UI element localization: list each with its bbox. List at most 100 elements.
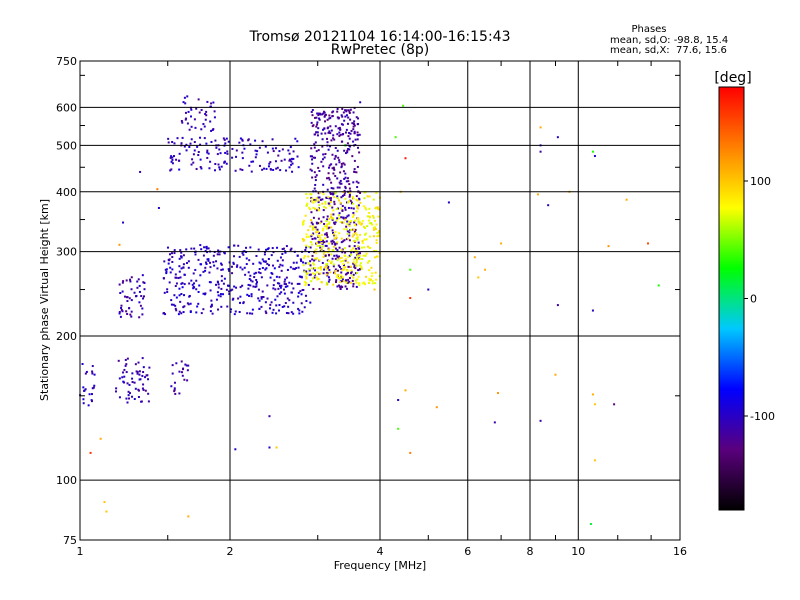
data-point: [183, 273, 186, 276]
data-point: [338, 255, 341, 258]
data-point: [345, 128, 348, 131]
data-point: [311, 176, 314, 179]
data-point: [218, 148, 221, 151]
data-point: [355, 233, 358, 236]
scattered-point: [593, 155, 596, 158]
data-point: [143, 288, 146, 291]
data-point: [219, 295, 222, 298]
data-point: [320, 281, 323, 284]
data-point: [142, 383, 145, 386]
data-point: [367, 245, 370, 248]
data-point: [315, 116, 318, 119]
data-point: [353, 245, 356, 248]
data-point: [360, 268, 363, 271]
data-point: [334, 247, 337, 250]
data-point: [314, 257, 317, 260]
data-point: [249, 274, 252, 277]
data-point: [209, 310, 212, 313]
data-point: [183, 96, 186, 99]
data-point: [271, 138, 274, 141]
data-point: [195, 167, 198, 170]
data-point: [313, 146, 316, 149]
data-point: [213, 110, 216, 113]
data-point: [182, 311, 185, 314]
x-tick-label: 10: [571, 545, 585, 558]
data-point: [183, 305, 186, 308]
data-point: [148, 366, 151, 369]
data-point: [133, 398, 136, 401]
data-point: [305, 233, 308, 236]
data-point: [354, 267, 357, 270]
data-point: [191, 283, 194, 286]
data-point: [209, 266, 212, 269]
data-point: [269, 161, 272, 164]
data-point: [273, 267, 276, 270]
data-point: [173, 294, 176, 297]
data-point: [340, 256, 343, 259]
data-point: [210, 299, 213, 302]
data-point: [196, 305, 199, 308]
data-point: [170, 385, 173, 388]
data-point: [141, 307, 144, 310]
data-point: [341, 280, 344, 283]
data-point: [305, 275, 308, 278]
data-point: [171, 256, 174, 259]
data-point: [341, 133, 344, 136]
scattered-point: [409, 268, 412, 271]
data-point: [326, 218, 329, 221]
data-point: [278, 150, 281, 153]
data-point: [325, 265, 328, 268]
data-point: [280, 291, 283, 294]
data-point: [323, 241, 326, 244]
data-point: [317, 199, 320, 202]
data-point: [197, 98, 200, 101]
data-point: [140, 295, 143, 298]
data-point: [193, 286, 196, 289]
data-point: [204, 266, 207, 269]
data-point: [315, 252, 318, 255]
data-point: [302, 261, 305, 264]
data-point: [304, 294, 307, 297]
data-point: [319, 198, 322, 201]
data-point: [202, 254, 205, 257]
data-point: [254, 271, 257, 274]
data-point: [230, 308, 233, 311]
data-point: [203, 246, 206, 249]
data-point: [277, 287, 280, 290]
data-point: [361, 240, 364, 243]
data-point: [250, 293, 253, 296]
data-point: [203, 125, 206, 128]
data-point: [127, 390, 130, 393]
data-point: [348, 239, 351, 242]
data-point: [326, 272, 329, 275]
data-point: [343, 119, 346, 122]
data-point: [128, 307, 131, 310]
data-point: [356, 165, 359, 168]
data-point: [274, 160, 277, 163]
data-point: [320, 240, 323, 243]
data-point: [125, 310, 128, 313]
data-point: [317, 201, 320, 204]
data-point: [226, 150, 229, 153]
data-point: [339, 182, 342, 185]
data-point: [195, 279, 198, 282]
data-point: [176, 137, 179, 140]
data-point: [309, 193, 312, 196]
data-point: [300, 260, 303, 263]
data-point: [366, 195, 369, 198]
data-point: [318, 117, 321, 120]
data-point: [250, 160, 253, 163]
data-point: [313, 237, 316, 240]
data-point: [292, 261, 295, 264]
colorbar-tick-label: 100: [750, 175, 771, 188]
data-point: [358, 151, 361, 154]
data-point: [174, 304, 177, 307]
data-point: [340, 182, 343, 185]
data-point: [372, 198, 375, 201]
data-point: [356, 186, 359, 189]
data-point: [322, 183, 325, 186]
data-point: [330, 139, 333, 142]
data-point: [330, 181, 333, 184]
data-point: [329, 199, 332, 202]
scattered-point: [657, 284, 660, 287]
